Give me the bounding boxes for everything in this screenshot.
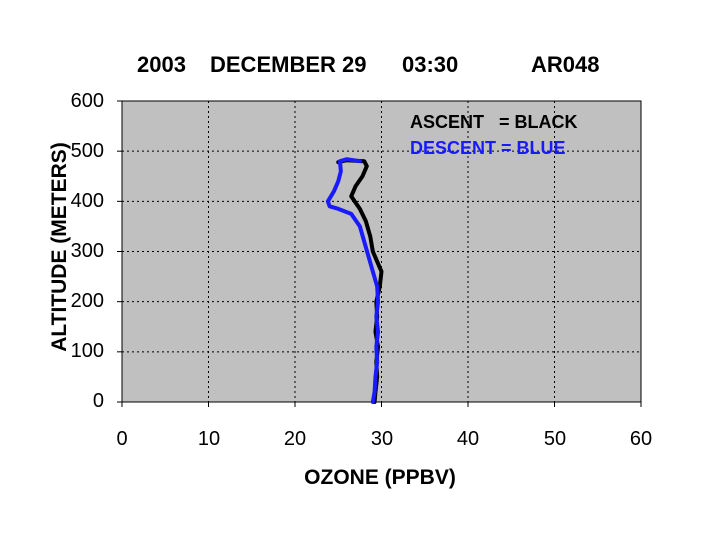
y-axis-label: ALTITUDE (METERS): [48, 142, 71, 352]
legend-ascent: ASCENT = BLACK: [410, 112, 578, 132]
title-flight-id: AR048: [531, 52, 600, 77]
title-year: 2003: [137, 52, 186, 77]
y-tick-label: 200: [70, 290, 104, 312]
x-tick-label: 40: [456, 428, 480, 450]
y-tick-label: 0: [92, 390, 104, 412]
x-tick-label: 0: [116, 428, 128, 450]
x-tick-label: 50: [543, 428, 567, 450]
title-time: 03:30: [402, 52, 459, 77]
y-tick-label: 500: [70, 140, 104, 162]
title-date: DECEMBER 29: [210, 52, 367, 77]
x-tick-label: 30: [370, 428, 394, 450]
x-axis-label: OZONE (PPBV): [304, 466, 456, 489]
descent-series-line: [325, 157, 381, 404]
y-tick-label: 100: [70, 340, 104, 362]
x-tick-label: 10: [197, 428, 221, 450]
y-tick-label: 400: [70, 190, 104, 212]
x-tick-label: 20: [283, 428, 307, 450]
legend-descent: DESCENT = BLUE: [410, 138, 566, 158]
y-tick-label: 600: [70, 90, 104, 112]
series-group: [325, 157, 384, 404]
grid-lines: [122, 101, 641, 402]
y-tick-label: 300: [70, 240, 104, 262]
x-tick-label: 60: [629, 428, 653, 450]
axis-ticks: [117, 100, 642, 407]
